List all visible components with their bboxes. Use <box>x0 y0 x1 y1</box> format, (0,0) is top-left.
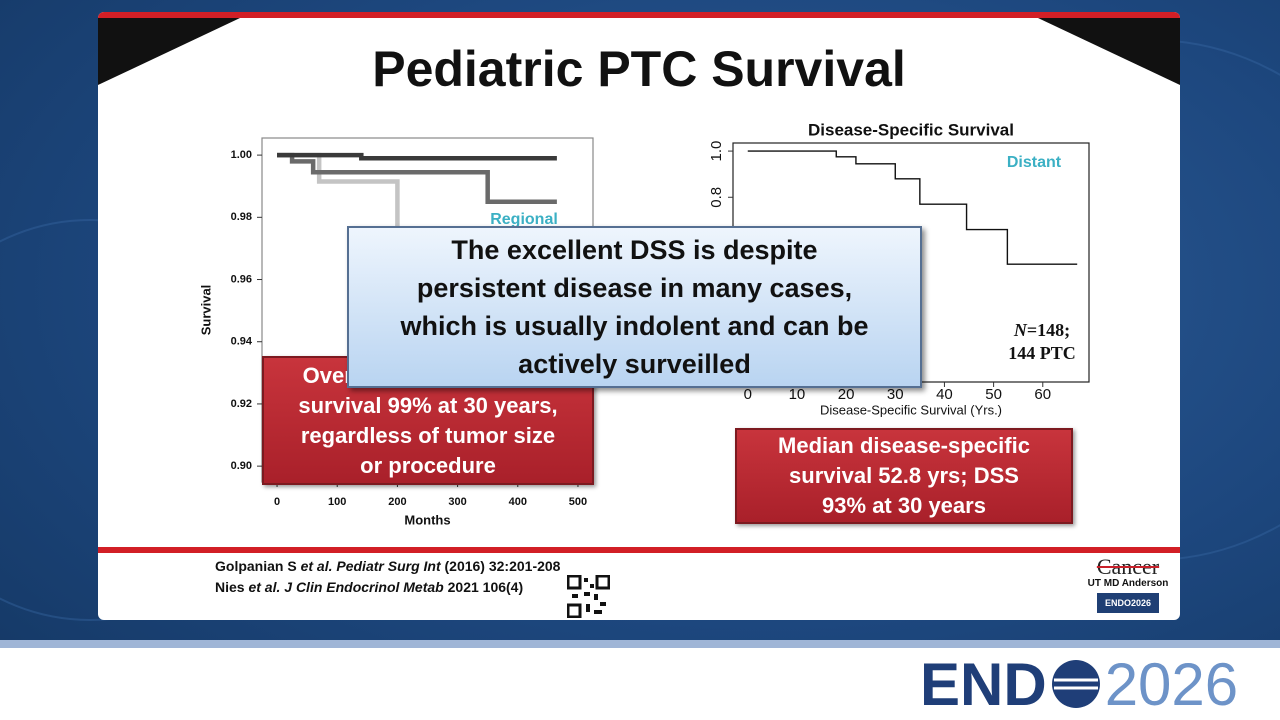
ref-text: 2021 106(4) <box>443 579 524 595</box>
ref-text: et al. <box>300 558 333 574</box>
x-tick-label: 10 <box>789 386 806 403</box>
footer: END 2026 <box>0 640 1280 720</box>
survival-curve <box>747 150 1078 265</box>
logo-badge: ENDO2026 <box>1097 593 1159 613</box>
x-tick-label: 500 <box>569 496 587 508</box>
y-tick-label: 0.90 <box>231 460 252 472</box>
callout-line: actively surveilled <box>518 349 751 379</box>
callout-line: regardless of tumor size <box>300 422 556 448</box>
logo-subtitle: UT MD Anderson <box>1087 578 1169 589</box>
x-tick-label: 200 <box>388 496 406 508</box>
logo-name: Cancer <box>1096 554 1160 579</box>
y-tick-label: 1.00 <box>231 149 252 161</box>
callout-line: persistent disease in many cases, <box>416 273 853 303</box>
logo-text: 2026 <box>1104 650 1239 718</box>
callout-line: survival 99% at 30 years, <box>298 392 558 418</box>
y-tick-label: 1.0 <box>708 141 725 162</box>
reference: Golpanian S et al. Pediatr Surg Int (201… <box>215 558 560 574</box>
x-tick-label: 60 <box>1034 386 1051 403</box>
annotation: Regional <box>490 211 558 228</box>
x-tick-label: 100 <box>328 496 346 508</box>
event-logo: END 2026 <box>920 650 1239 718</box>
center-callout: The excellent DSS is despite persistent … <box>347 226 922 388</box>
reference: Nies et al. J Clin Endocrinol Metab 2021… <box>215 579 523 595</box>
callout-line: The excellent DSS is despite <box>451 235 818 265</box>
callout-line: 93% at 30 years <box>822 493 986 518</box>
ref-text: Pediatr Surg Int <box>336 558 441 574</box>
y-tick-label: 0.8 <box>708 187 725 208</box>
y-tick-label: 0.94 <box>231 336 253 348</box>
ref-text: Golpanian S <box>215 558 301 574</box>
logo-text: END <box>920 650 1047 718</box>
x-tick-label: 50 <box>985 386 1002 403</box>
ref-text: Nies <box>215 579 249 595</box>
x-axis-label: Disease-Specific Survival (Yrs.) <box>820 402 1002 417</box>
callout-line: which is usually indolent and can be <box>400 311 869 341</box>
callout-line: or procedure <box>360 452 496 478</box>
x-tick-label: 0 <box>274 496 280 508</box>
x-tick-label: 400 <box>509 496 527 508</box>
x-tick-label: 300 <box>448 496 466 508</box>
note: 144 PTC <box>1008 343 1076 363</box>
note-text: =148; <box>1027 320 1070 340</box>
x-axis-label: Months <box>404 512 450 527</box>
ref-text: (2016) 32:201-208 <box>440 558 561 574</box>
callout-line: survival 52.8 yrs; DSS <box>789 463 1019 488</box>
slide-frame <box>98 12 1180 553</box>
chart-title: Disease-Specific Survival <box>808 120 1014 139</box>
survival-curve <box>277 152 557 161</box>
callout-line: Median disease-specific <box>778 433 1030 458</box>
y-tick-label: 0.98 <box>231 211 252 223</box>
x-tick-label: 30 <box>887 386 904 403</box>
y-tick-label: 0.96 <box>231 273 252 285</box>
footer-rule <box>0 640 1280 648</box>
note-text: N <box>1013 320 1028 340</box>
ref-text: J Clin Endocrinol Metab <box>284 579 444 595</box>
ref-text: et al. <box>248 579 281 595</box>
qr-code <box>567 575 610 618</box>
y-tick-label: 0.92 <box>231 398 252 410</box>
y-axis-label: Survival <box>198 285 213 336</box>
logo-mark <box>1051 660 1100 708</box>
note: N=148; <box>1013 320 1070 340</box>
x-tick-label: 40 <box>936 386 953 403</box>
right-callout: Median disease-specific survival 52.8 yr… <box>735 428 1073 524</box>
annotation: Distant <box>1007 154 1062 171</box>
institution-logo: Cancer UT MD Anderson ENDO2026 <box>1086 556 1170 613</box>
slide-title: Pediatric PTC Survival <box>372 41 906 97</box>
x-tick-label: 0 <box>744 386 752 403</box>
x-tick-label: 20 <box>838 386 855 403</box>
